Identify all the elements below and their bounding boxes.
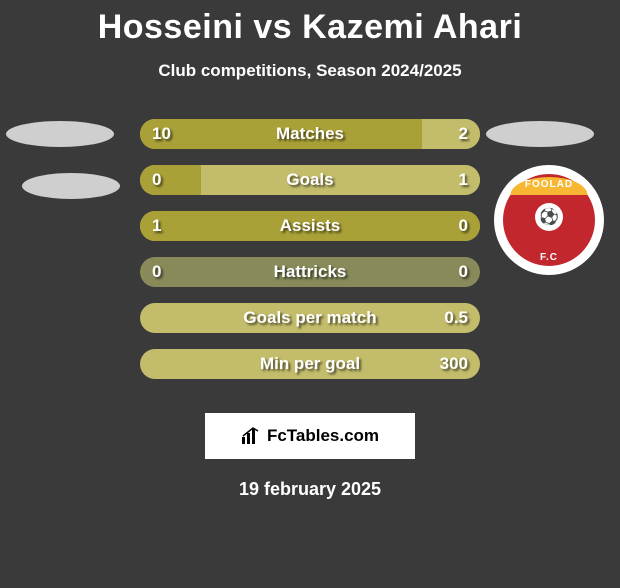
stat-row: 01Goals [140,165,480,195]
stat-row: 10Assists [140,211,480,241]
player-left-marker-1 [6,121,114,147]
chart-icon [241,427,261,445]
stat-label: Hattricks [140,262,480,282]
subtitle: Club competitions, Season 2024/2025 [0,61,620,81]
club-crest: ⚽ FOOLAD F.C [494,165,604,275]
stat-label: Matches [140,124,480,144]
stat-row: 00Hattricks [140,257,480,287]
player-right-marker-1 [486,121,594,147]
player-left-marker-2 [22,173,120,199]
infographic-date: 19 february 2025 [0,479,620,500]
stat-row: 0.5Goals per match [140,303,480,333]
stat-label: Assists [140,216,480,236]
branding-text: FcTables.com [267,426,379,446]
stat-rows: 102Matches 01Goals 10Assists 00Hattricks 0.5… [140,119,480,395]
soccer-ball-icon: ⚽ [535,203,563,231]
crest-text-bottom: F.C [540,252,558,263]
stat-row: 102Matches [140,119,480,149]
page-title: Hosseini vs Kazemi Ahari [0,8,620,47]
stats-area: ⚽ FOOLAD F.C 102Matches 01Goals 10Assists 0… [0,111,620,391]
stat-label: Min per goal [140,354,480,374]
stat-row: 300Min per goal [140,349,480,379]
stat-label: Goals per match [140,308,480,328]
crest-text-top: FOOLAD [525,179,573,190]
branding-badge: FcTables.com [205,413,415,459]
stat-label: Goals [140,170,480,190]
